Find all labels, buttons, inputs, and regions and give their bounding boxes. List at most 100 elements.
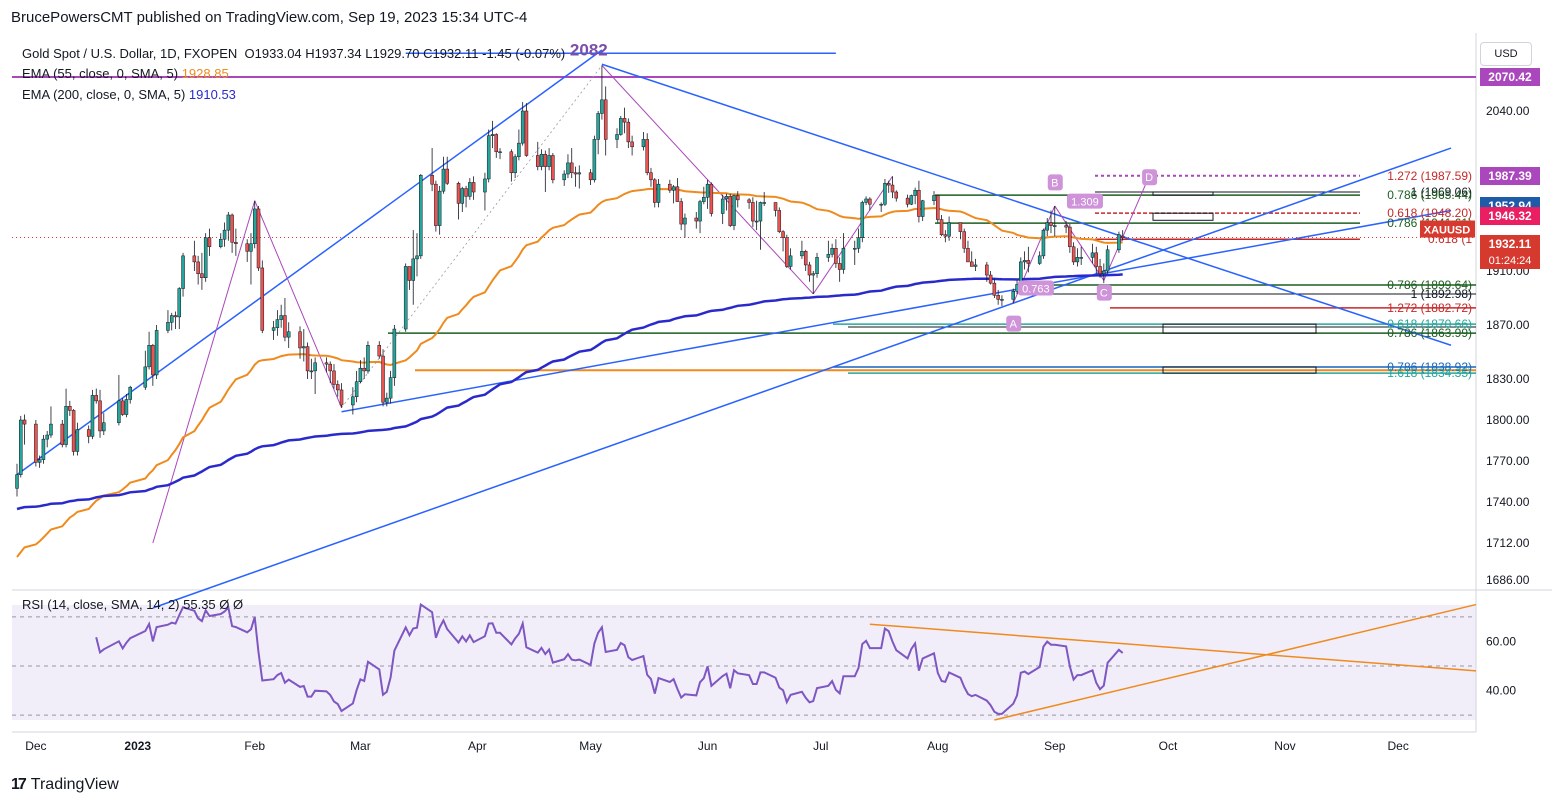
price-tick-0: 2040.00 [1486, 104, 1530, 118]
candle [600, 65, 604, 120]
tradingview-name: TradingView [30, 776, 119, 793]
candle-body [675, 186, 680, 202]
fib-label-6: 0.786 (1899.64) [1387, 278, 1472, 292]
fib-label-8: 1.272 (1882.72) [1387, 301, 1472, 315]
candle [886, 180, 891, 193]
candle [811, 271, 815, 294]
candle [758, 201, 763, 250]
candle [302, 329, 306, 362]
candle-body [694, 217, 699, 222]
tradingview-brand[interactable]: 17 TradingView [11, 776, 119, 794]
candle [245, 239, 249, 262]
candle-body [222, 229, 227, 240]
candle-body [754, 220, 759, 223]
time-tick-jul: Jul [813, 739, 828, 753]
fib-label-9: 0.618 (1870.66) [1387, 317, 1472, 331]
candle-body [75, 429, 80, 452]
candle [603, 86, 608, 156]
candle [834, 239, 838, 268]
candle-body [45, 434, 49, 440]
candle [34, 420, 38, 467]
candle-body [592, 139, 597, 181]
candle [437, 185, 442, 235]
candle [1049, 210, 1053, 234]
candle-body [962, 231, 966, 249]
candle-body [890, 184, 895, 193]
target-box-1 [1152, 212, 1214, 221]
candle [992, 279, 997, 298]
candle [464, 185, 468, 208]
candle-body [336, 384, 340, 391]
candle-body [494, 134, 499, 153]
time-tick-jun: Jun [698, 739, 717, 753]
candle [339, 383, 344, 408]
candle-body [49, 423, 53, 436]
candle-body [445, 168, 449, 184]
candle [539, 149, 544, 171]
candle-body [547, 155, 551, 167]
candle-body [313, 362, 317, 372]
candle [709, 182, 714, 217]
candle [853, 240, 857, 265]
trend-line-2 [152, 147, 1452, 609]
candle-body [834, 248, 838, 264]
price-badge-value: 1932.11 [1489, 237, 1532, 251]
price-badge-1932-11: 1932.11 01:24:24 [1480, 235, 1540, 269]
candle-body [324, 362, 329, 365]
candle-body [403, 266, 408, 330]
price-tick-8: 1800.00 [1486, 413, 1530, 427]
price-badge-bg [1480, 207, 1540, 226]
candle [1120, 230, 1125, 241]
candle-body [279, 315, 283, 320]
price-tick-9: 1770.00 [1486, 454, 1530, 468]
candle-body [385, 397, 389, 403]
candle [517, 129, 521, 161]
candle [781, 230, 785, 252]
candle [985, 261, 989, 282]
candle [679, 198, 683, 231]
price-countdown: 01:24:24 [1489, 255, 1532, 267]
candle-body [1068, 226, 1072, 248]
candle-body [653, 179, 657, 203]
candle [958, 222, 963, 240]
candle-body [588, 172, 593, 181]
candle [694, 211, 699, 229]
candle-body [1000, 299, 1004, 301]
time-tick-oct: Oct [1159, 739, 1178, 753]
candle [1011, 288, 1016, 304]
candle [815, 252, 819, 278]
candle [332, 364, 336, 389]
candle-body [1094, 252, 1099, 267]
candle [551, 153, 555, 184]
candle-body [64, 406, 68, 445]
candle [151, 343, 155, 386]
candle-body [932, 195, 936, 201]
candle [86, 425, 91, 444]
time-tick-2023: 2023 [124, 739, 151, 753]
candle [298, 326, 302, 359]
candle [460, 186, 465, 212]
candle-body [486, 135, 491, 180]
candle [377, 341, 382, 359]
candle [917, 180, 921, 223]
ratio-label-box [1066, 193, 1103, 209]
candle [456, 181, 461, 220]
currency-button[interactable]: USD [1480, 42, 1532, 66]
rsi-legend: RSI (14, close, SMA, 14, 2) 55.35 Ø Ø [22, 597, 244, 612]
candle [577, 165, 582, 189]
candle [37, 455, 42, 468]
candle [486, 129, 491, 183]
candle [64, 388, 68, 448]
time-tick-feb: Feb [244, 739, 265, 753]
candle-body [758, 202, 763, 222]
candle-body [192, 255, 197, 263]
candle-body [1075, 257, 1080, 263]
candle-body [196, 261, 200, 274]
candle-body [41, 438, 46, 460]
time-tick-may: May [579, 739, 602, 753]
candle [615, 128, 619, 149]
candle-body [958, 222, 963, 232]
candle [641, 132, 646, 151]
candle-body [90, 395, 95, 437]
